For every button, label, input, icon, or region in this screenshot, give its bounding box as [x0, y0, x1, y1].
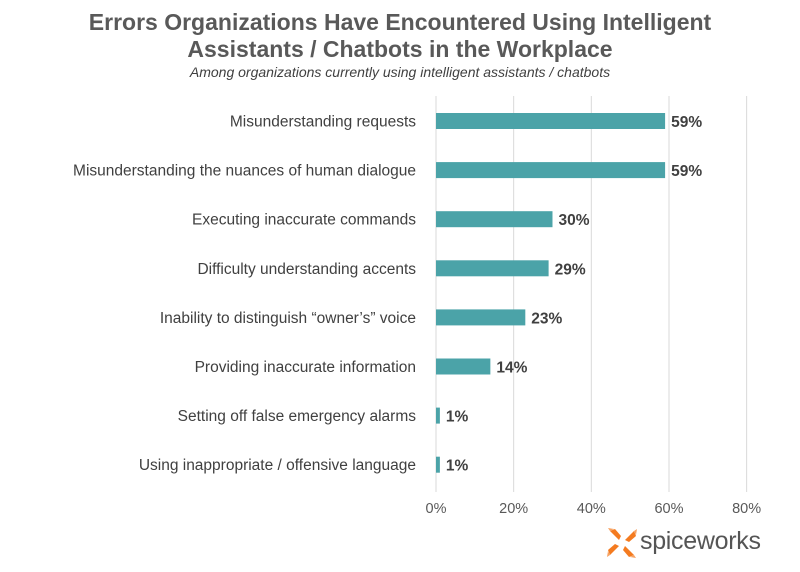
logo-text: spiceworks [640, 527, 761, 555]
category-label: Setting off false emergency alarms [178, 408, 417, 425]
chart-title-line-2: Assistants / Chatbots in the Workplace [187, 36, 613, 62]
bar [436, 309, 526, 326]
gridlines [435, 96, 748, 492]
bar [436, 407, 440, 424]
bar [436, 113, 666, 129]
bar [436, 456, 440, 473]
value-label: 14% [496, 360, 527, 377]
category-label: Inability to distinguish “owner’s” voice [160, 310, 416, 327]
chart-title-line-1: Errors Organizations Have Encountered Us… [88, 9, 712, 35]
category-label: Difficulty understanding accents [197, 261, 416, 278]
value-label: 23% [531, 310, 562, 327]
bar [436, 260, 549, 277]
bars [436, 113, 666, 473]
spiceworks-logo: spiceworks [606, 526, 776, 562]
value-label: 1% [446, 409, 469, 426]
chart-subtitle: Among organizations currently using inte… [189, 64, 611, 80]
x-tick-label: 20% [499, 501, 528, 517]
bar [436, 162, 666, 179]
category-label: Misunderstanding the nuances of human di… [73, 163, 416, 180]
category-label: Misunderstanding requests [230, 114, 416, 131]
x-tick-label: 40% [577, 501, 606, 517]
labels: 0% 20% 40% 60% 80% Misunderstanding requests 5… [73, 114, 761, 518]
category-label: Using inappropriate / offensive language [139, 457, 416, 474]
spiceworks-swirl-icon [607, 528, 637, 558]
value-label: 29% [555, 261, 586, 278]
bar [436, 211, 553, 228]
category-label: Executing inaccurate commands [192, 212, 416, 229]
x-tick-label: 0% [426, 501, 447, 517]
category-label: Providing inaccurate information [195, 359, 416, 376]
x-tick-label: 60% [654, 501, 683, 517]
value-label: 59% [671, 114, 702, 131]
bar [436, 358, 491, 375]
value-label: 30% [558, 212, 589, 229]
x-tick-label: 80% [732, 501, 761, 517]
value-label: 1% [446, 458, 469, 475]
value-label: 59% [671, 163, 702, 180]
